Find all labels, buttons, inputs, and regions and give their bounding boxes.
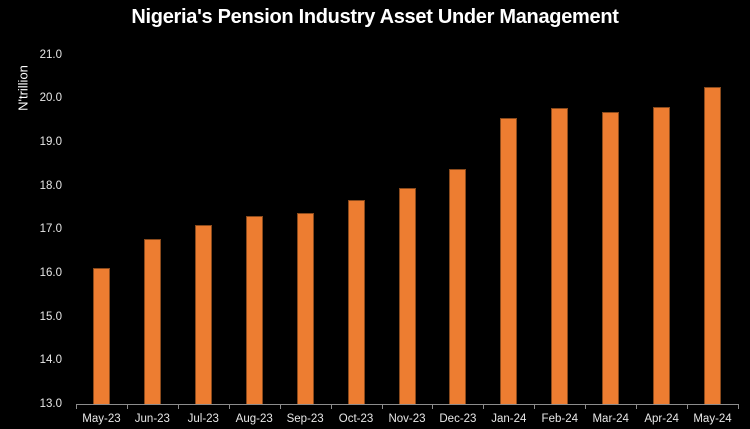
x-tick-label: Aug-23: [235, 413, 273, 425]
y-tick-label: 19.0: [39, 135, 62, 148]
bar-apr-24: [653, 106, 671, 404]
x-axis-tick: [330, 404, 332, 409]
bar-nov-23: [398, 187, 416, 404]
x-tick-label: May-24: [693, 413, 732, 425]
x-axis-tick: [279, 404, 281, 409]
x-axis-line: [76, 404, 738, 405]
x-axis-tick: [483, 404, 485, 409]
x-axis-tick: [177, 404, 179, 409]
x-axis-tick: [534, 404, 536, 409]
x-axis-tick: [687, 404, 689, 409]
x-tick-label: Sep-23: [286, 413, 324, 425]
x-axis-tick: [432, 404, 434, 409]
y-tick-label: 13.0: [39, 398, 62, 410]
x-tick-label: Apr-24: [644, 413, 679, 425]
x-axis-tick: [76, 404, 77, 409]
x-tick-label: Nov-23: [388, 413, 426, 425]
y-tick-label: 17.0: [39, 223, 62, 236]
bar-feb-24: [551, 108, 569, 404]
bar-sep-23: [296, 213, 314, 404]
x-tick-label: Jan-24: [491, 413, 527, 425]
x-axis-tick: [738, 404, 739, 409]
x-axis-tick: [228, 404, 230, 409]
x-tick-label: Feb-24: [541, 413, 578, 425]
bar-jul-23: [194, 225, 212, 404]
bar-jan-24: [500, 117, 518, 404]
bar-aug-23: [245, 216, 263, 404]
x-tick-label: May-23: [82, 413, 121, 425]
x-tick-label: Dec-23: [439, 413, 477, 425]
y-tick-label: 18.0: [39, 179, 62, 192]
x-tick-label: Jul-23: [187, 413, 219, 425]
y-tick-label: 15.0: [39, 310, 62, 323]
y-tick-label: 14.0: [39, 354, 62, 367]
bar-oct-23: [347, 199, 365, 404]
bar-jun-23: [143, 239, 161, 404]
y-tick-label: 16.0: [39, 266, 62, 279]
x-tick-label: Mar-24: [592, 413, 629, 425]
bar-may-24: [704, 87, 722, 404]
y-tick-label: 20.0: [39, 92, 62, 105]
bar-dec-23: [449, 169, 467, 404]
x-tick-label: Jun-23: [134, 413, 170, 425]
x-axis-tick: [381, 404, 383, 409]
x-axis-tick: [585, 404, 587, 409]
y-tick-label: 21.0: [39, 48, 62, 61]
x-axis-tick: [126, 404, 128, 409]
bar-may-23: [92, 268, 110, 404]
x-tick-label: Oct-23: [338, 413, 374, 425]
bar-mar-24: [602, 111, 620, 404]
x-axis-tick: [636, 404, 638, 409]
chart-title: Nigeria's Pension Industry Asset Under M…: [131, 6, 619, 28]
